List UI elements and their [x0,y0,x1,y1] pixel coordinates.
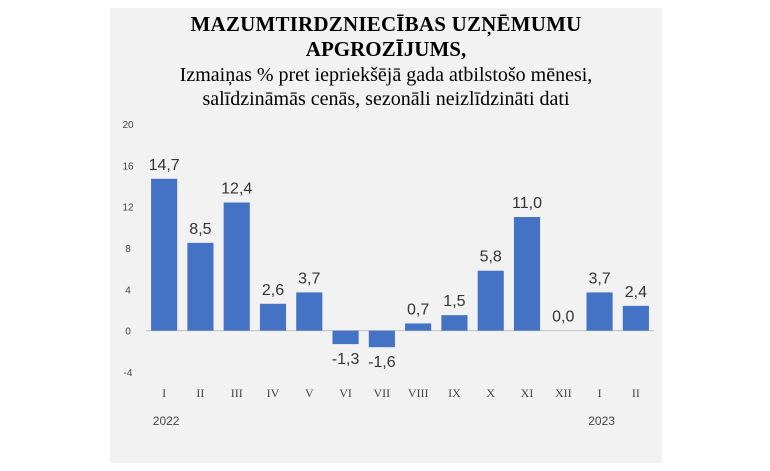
data-label: 11,0 [512,195,542,212]
data-label: 2,6 [262,282,284,299]
bar [441,315,468,331]
data-label: 12,4 [221,181,252,198]
data-label: 8,5 [189,221,211,238]
chart-title-line2: APGROZĪJUMS, [305,37,467,61]
bar [187,242,214,331]
category-label: IV [267,386,280,400]
data-label: 3,7 [588,270,610,287]
bar [332,330,359,345]
bar [477,270,504,331]
data-label: 1,5 [443,293,465,310]
category-label: II [196,386,204,400]
bar [405,323,432,331]
data-label: -1,6 [368,354,396,371]
data-label: 3,7 [298,270,320,287]
bar [259,303,287,331]
y-tick-label: 16 [122,161,134,172]
y-tick-label: 0 [125,327,131,338]
category-label: I [598,386,602,400]
bar [368,330,395,348]
chart-title-line1: MAZUMTIRDZNIECĪBAS UZŅĒMUMU [190,12,582,36]
category-label: VIII [408,386,429,400]
y-tick-label: 4 [125,285,131,296]
bar [586,292,613,331]
data-label: -1,3 [332,351,360,368]
category-label: VII [374,386,391,400]
chart-panel: MAZUMTIRDZNIECĪBAS UZŅĒMUMU APGROZĪJUMS,… [110,8,662,463]
bar-chart: -404812162014,7I8,5II12,4III2,6IV3,7V-1,… [122,120,654,428]
data-label: 2,4 [625,284,647,301]
category-label: IX [448,386,461,400]
category-label: III [231,386,243,400]
category-label: XII [555,386,572,400]
bar [622,305,649,331]
data-label: 14,7 [149,157,180,174]
category-label: VI [339,386,352,400]
category-label: V [305,386,314,400]
category-label: XI [521,386,534,400]
year-label: 2022 [153,414,180,428]
y-tick-label: 12 [122,203,134,214]
y-tick-label: 8 [125,244,131,255]
y-tick-label: 20 [122,120,134,131]
data-label: 5,8 [480,249,502,266]
bar [223,202,250,331]
category-label: I [162,386,166,400]
chart-subtitle-line2: salīdzināmās cenās, sezonāli neizlīdzinā… [202,88,570,110]
bar [296,292,323,331]
y-tick-label: -4 [124,368,133,379]
year-label: 2023 [588,414,615,428]
data-label: 0,0 [552,309,574,326]
chart-subtitle-line1: Izmaiņas % pret iepriekšējā gada atbilst… [179,64,593,86]
data-label: 0,7 [407,301,429,318]
category-label: II [632,386,640,400]
category-label: X [486,386,495,400]
bar [513,217,541,331]
bar [151,178,178,331]
